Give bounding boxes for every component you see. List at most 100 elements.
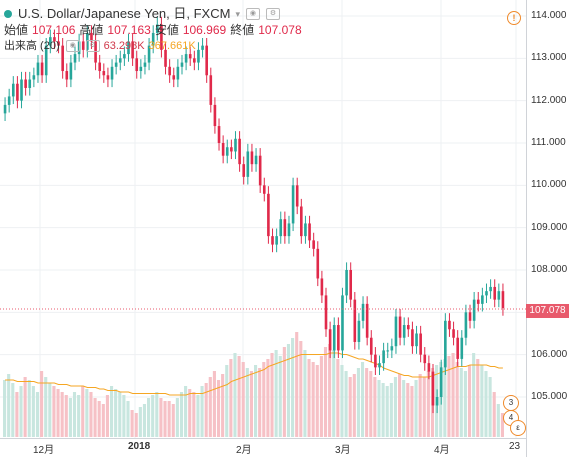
volume-bar [447, 356, 451, 437]
candle-body [345, 270, 348, 296]
volume-bar [245, 368, 249, 437]
candle-body [341, 295, 344, 351]
candle-body [238, 138, 241, 165]
candle-body [489, 286, 492, 292]
hide-eye-icon[interactable]: ◉ [65, 40, 80, 52]
settings-icon[interactable]: ⚙ [265, 8, 280, 20]
chevron-down-icon[interactable]: ▾ [235, 9, 240, 19]
candle-body [16, 83, 19, 101]
candle-body [53, 37, 56, 42]
candle-body [271, 236, 274, 245]
price-tick-label: 106.000 [531, 348, 568, 360]
volume-bar [258, 368, 262, 437]
volume-bar [328, 344, 332, 437]
candle-body [180, 62, 184, 67]
volume-bar [459, 368, 463, 437]
volume-bar [373, 377, 377, 437]
volume-bar [426, 371, 430, 437]
time-tick-label: 2月 [236, 445, 252, 456]
volume-bar [463, 371, 467, 437]
hide-eye-icon[interactable]: ◉ [245, 8, 260, 20]
candle-body [184, 54, 188, 63]
volume-bar [184, 386, 188, 437]
event-badge-3[interactable]: ε [510, 420, 526, 436]
candle-body [460, 337, 464, 359]
candle-body [328, 329, 332, 351]
event-badge-1[interactable]: 3 [503, 395, 519, 411]
volume-bar [97, 401, 101, 437]
candle-body [357, 320, 361, 342]
candle-body [411, 329, 414, 347]
status-dot-icon [4, 10, 12, 18]
time-tick-label: 2018 [128, 441, 151, 452]
volume-bar [241, 362, 245, 437]
candle-body [201, 45, 204, 50]
volume-value: 63.298K [103, 40, 145, 52]
high-value: 107.163 [107, 23, 151, 37]
candle-body [472, 299, 476, 321]
volume-bar [163, 401, 167, 437]
candle-body [382, 350, 385, 364]
volume-bar [476, 359, 480, 437]
candle-body [250, 151, 254, 165]
volume-row: 出来高 (20) ◉ ⚙ 63.298K 367.661K [4, 38, 302, 54]
candle-body [57, 41, 60, 46]
volume-label[interactable]: 出来高 (20) [4, 40, 60, 52]
candle-body [65, 71, 69, 80]
candle-body [242, 164, 246, 177]
candle-body [501, 291, 505, 309]
candle-body [361, 303, 365, 321]
candle-body [456, 337, 459, 359]
candle-body [374, 354, 377, 368]
volume-bar [381, 383, 385, 437]
candle-body [394, 316, 398, 347]
volume-bar [60, 392, 64, 437]
candle-body [3, 104, 7, 114]
candle-body [262, 185, 266, 194]
candle-body [419, 333, 422, 355]
price-tick-label: 112.000 [531, 94, 567, 106]
settings-icon[interactable]: ⚙ [85, 40, 100, 52]
volume-bar [15, 392, 19, 437]
volume-bar [138, 407, 142, 437]
time-tick-label: 23 [509, 441, 521, 452]
volume-bar [233, 353, 237, 437]
volume-bar [385, 386, 389, 437]
candle-body [110, 66, 114, 80]
candle-body [485, 291, 488, 296]
candle-body [476, 299, 480, 304]
candle-body [295, 185, 299, 207]
candle-body [427, 363, 431, 372]
volume-bar [3, 380, 7, 437]
volume-bar [282, 347, 286, 437]
volume-bar [467, 365, 472, 437]
volume-bar [225, 365, 229, 437]
candle-body [213, 104, 217, 127]
candle-body [217, 126, 221, 143]
alert-icon[interactable]: ! [507, 11, 521, 25]
candle-body [431, 371, 435, 406]
volume-bar [229, 359, 233, 437]
candle-body [386, 350, 390, 352]
time-tick-label: 12月 [33, 445, 55, 456]
volume-bar [11, 383, 15, 437]
candle-body [118, 58, 122, 63]
volume-bar [266, 359, 270, 437]
price-tick-label: 105.000 [531, 391, 568, 402]
volume-bar [496, 404, 500, 437]
candle-body [205, 45, 208, 76]
candle-body [168, 66, 171, 76]
candle-body [155, 24, 159, 33]
candle-body [337, 325, 340, 351]
candle-body [7, 96, 11, 105]
candle-body [209, 75, 213, 105]
candle-body [390, 346, 394, 351]
volume-bar [249, 371, 253, 437]
candle-body [349, 270, 353, 300]
volume-bar [77, 395, 81, 437]
symbol-title[interactable]: U.S. Dollar/Japanese Yen, 日, FXCM [18, 6, 231, 21]
volume-bar [27, 380, 31, 437]
volume-bar [360, 362, 365, 437]
volume-bar [7, 374, 11, 437]
